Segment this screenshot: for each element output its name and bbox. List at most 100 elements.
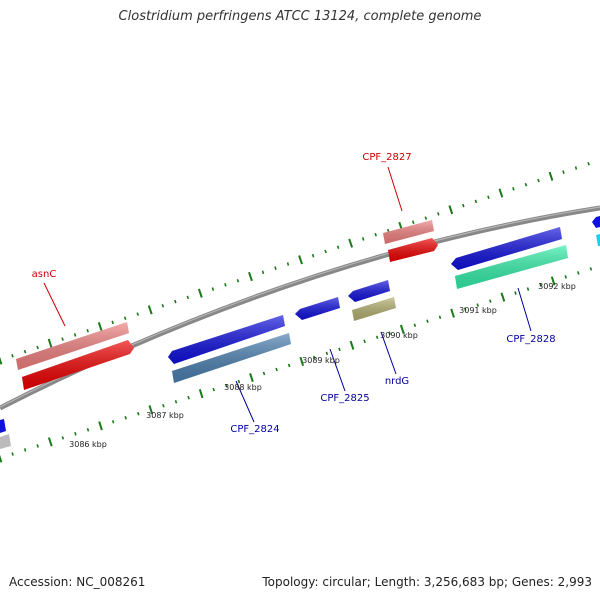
gene-partial-right-blue[interactable] [592, 216, 600, 228]
gene-asnC-track2[interactable] [22, 340, 134, 390]
scale-tick [574, 166, 578, 170]
scale-tick [448, 205, 454, 215]
scale-tick [463, 307, 467, 311]
gene-label-asnC: asnC [32, 269, 57, 280]
scale-tick [23, 349, 27, 354]
map-title: Clostridium perfringens ATCC 13124, comp… [118, 9, 482, 24]
scale-tick [349, 340, 355, 350]
gene-CPF_2825[interactable] [295, 297, 340, 320]
gene-partial-left-gray[interactable] [0, 434, 11, 449]
scale-tick [261, 270, 265, 275]
scale-tick [111, 320, 114, 325]
scale-tick [324, 249, 327, 254]
scale-label-3090: 3090 kbp [380, 331, 418, 340]
scale-tick [336, 245, 340, 250]
gene-label-CPF_2824: CPF_2824 [230, 424, 279, 435]
scale-tick [275, 367, 278, 372]
genome-stats-text: Topology: circular; Length: 3,256,683 bp… [262, 575, 592, 589]
gene-CPF_2824-track1[interactable] [168, 315, 285, 364]
scale-tick [577, 271, 580, 275]
gene-asnC-track1[interactable] [16, 322, 129, 370]
scale-tick [262, 371, 266, 376]
gene-label-nrdG: nrdG [385, 376, 409, 387]
scale-tick [36, 444, 39, 448]
scale-tick [211, 287, 215, 291]
scale-tick [212, 387, 215, 392]
scale-tick [539, 283, 542, 287]
scale-tick [298, 255, 303, 265]
gene-nrdG-track2[interactable] [352, 297, 396, 321]
scale-tick [11, 354, 14, 358]
scale-tick [361, 237, 365, 241]
scale-tick [424, 216, 428, 220]
scale-tick [148, 405, 154, 415]
scale-tick [437, 212, 440, 216]
genome-backbone [0, 205, 600, 411]
scale-tick [86, 329, 89, 333]
scale-tick [299, 356, 305, 367]
scale-tick [311, 253, 315, 258]
tick-row-upper [0, 162, 590, 365]
leader-asnC [43, 282, 66, 327]
gene-partial-left-blue[interactable] [0, 419, 6, 433]
scale-tick [487, 195, 490, 199]
scale-label-3091: 3091 kbp [459, 306, 497, 315]
scale-tick [363, 339, 366, 344]
scale-tick [249, 372, 254, 383]
scale-tick [287, 363, 291, 368]
scale-tick [147, 305, 153, 315]
scale-tick [36, 345, 39, 350]
gene-CPF_2828-track2[interactable] [455, 245, 568, 289]
accession-text: Accession: NC_008261 [9, 575, 146, 589]
scale-tick [399, 324, 405, 334]
scale-tick [338, 347, 341, 352]
tick-row-lower [0, 267, 593, 463]
scale-label-3089: 3089 kbp [302, 356, 340, 365]
scale-tick [587, 162, 590, 166]
scale-tick [161, 303, 165, 308]
scale-tick [47, 437, 53, 447]
gene-CPF_2827-track2[interactable] [388, 238, 438, 262]
scale-tick [86, 428, 90, 432]
scale-tick [0, 454, 3, 463]
scale-tick [498, 188, 504, 198]
scale-tick [426, 319, 429, 323]
gene-nrdG-track1[interactable] [348, 280, 390, 302]
scale-tick [237, 379, 241, 384]
scale-tick [286, 262, 290, 266]
leader-CPF_2828 [517, 287, 532, 332]
gene-CPF_2824-track2[interactable] [172, 333, 291, 383]
gene-label-CPF_2827: CPF_2827 [362, 152, 411, 163]
scale-tick [476, 303, 479, 307]
scale-tick [562, 170, 565, 174]
scale-tick [98, 421, 103, 431]
scale-tick [162, 403, 165, 408]
scale-tick [111, 420, 115, 424]
genome-backbone-highlight [0, 206, 600, 408]
scale-tick [47, 338, 53, 348]
scale-tick [123, 316, 127, 321]
scale-tick [248, 271, 253, 282]
scale-tick [489, 299, 492, 303]
scale-tick [23, 448, 27, 452]
scale-label-3087: 3087 kbp [146, 411, 184, 420]
gene-label-CPF_2825: CPF_2825 [320, 393, 369, 404]
gene-partial-right-cyan[interactable] [596, 234, 600, 246]
scale-tick [526, 287, 530, 291]
scale-tick [514, 291, 517, 295]
scale-tick [61, 337, 64, 341]
scale-tick [524, 182, 528, 187]
scale-tick [198, 389, 204, 399]
scale-tick [589, 267, 593, 271]
gene-CPF_2827-track1[interactable] [383, 220, 434, 244]
scale-tick [74, 432, 77, 436]
gene-CPF_2828-track1[interactable] [451, 227, 562, 270]
scale-tick [388, 331, 391, 336]
leader-CPF_2824 [235, 380, 255, 423]
scale-tick [224, 283, 227, 287]
scale-tick [537, 178, 540, 183]
scale-tick [375, 335, 379, 340]
scale-tick [174, 399, 178, 404]
scale-tick [512, 187, 515, 191]
